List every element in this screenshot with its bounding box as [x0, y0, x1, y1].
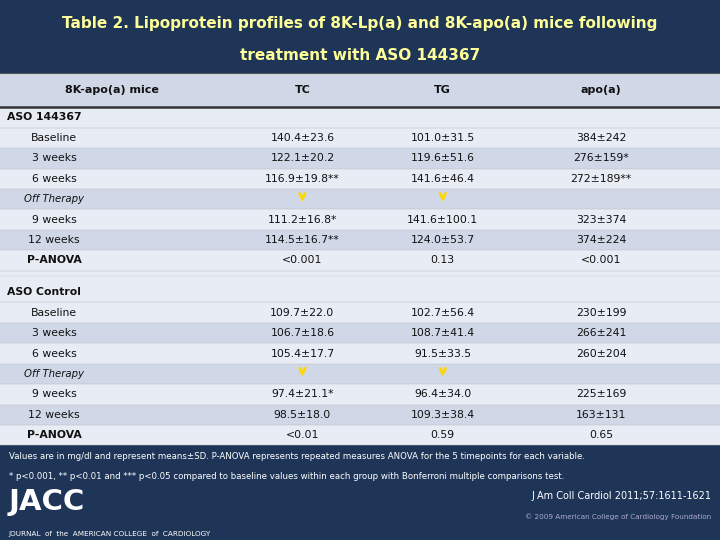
- Text: 140.4±23.6: 140.4±23.6: [270, 133, 335, 143]
- Text: ASO 144367: ASO 144367: [7, 112, 82, 123]
- Bar: [0, 364, 720, 384]
- Text: 12 weeks: 12 weeks: [28, 410, 80, 420]
- Text: 101.0±31.5: 101.0±31.5: [410, 133, 475, 143]
- Text: 260±204: 260±204: [576, 348, 626, 359]
- Bar: [0, 107, 720, 127]
- Text: Values are in mg/dl and represent means±SD. P-ANOVA represents repeated measures: Values are in mg/dl and represent means±…: [9, 452, 585, 461]
- Text: Baseline: Baseline: [31, 133, 77, 143]
- Text: JACC: JACC: [9, 488, 85, 516]
- Text: 9 weeks: 9 weeks: [32, 389, 76, 400]
- Text: Baseline: Baseline: [31, 308, 77, 318]
- Text: 272±189**: 272±189**: [571, 174, 631, 184]
- Text: 276±159*: 276±159*: [573, 153, 629, 163]
- Text: 116.9±19.8**: 116.9±19.8**: [265, 174, 340, 184]
- Text: <0.001: <0.001: [282, 255, 323, 266]
- Text: 8K-apo(a) mice: 8K-apo(a) mice: [65, 85, 158, 95]
- Text: P-ANOVA: P-ANOVA: [27, 255, 81, 266]
- Text: 114.5±16.7**: 114.5±16.7**: [265, 235, 340, 245]
- Text: treatment with ASO 144367: treatment with ASO 144367: [240, 48, 480, 63]
- Bar: [0, 73, 720, 107]
- Text: 98.5±18.0: 98.5±18.0: [274, 410, 331, 420]
- Text: 6 weeks: 6 weeks: [32, 348, 76, 359]
- Bar: [0, 250, 720, 271]
- Text: 141.6±100.1: 141.6±100.1: [408, 214, 478, 225]
- Text: 0.59: 0.59: [431, 430, 455, 440]
- Bar: [0, 282, 720, 302]
- Bar: [0, 323, 720, 343]
- Text: 323±374: 323±374: [576, 214, 626, 225]
- Text: 111.2±16.8*: 111.2±16.8*: [268, 214, 337, 225]
- Bar: [0, 302, 720, 323]
- Text: 141.6±46.4: 141.6±46.4: [411, 174, 474, 184]
- Text: 97.4±21.1*: 97.4±21.1*: [271, 389, 333, 400]
- Text: <0.01: <0.01: [286, 430, 319, 440]
- Text: 0.65: 0.65: [589, 430, 613, 440]
- Text: 3 weeks: 3 weeks: [32, 153, 76, 163]
- Text: TC: TC: [294, 85, 310, 95]
- Text: 384±242: 384±242: [576, 133, 626, 143]
- Bar: [0, 271, 720, 282]
- Text: 6 weeks: 6 weeks: [32, 174, 76, 184]
- Bar: [0, 210, 720, 230]
- Text: TG: TG: [434, 85, 451, 95]
- Text: apo(a): apo(a): [581, 85, 621, 95]
- Text: 225±169: 225±169: [576, 389, 626, 400]
- Text: 102.7±56.4: 102.7±56.4: [410, 308, 475, 318]
- Text: J Am Coll Cardiol 2011;57:1611-1621: J Am Coll Cardiol 2011;57:1611-1621: [531, 491, 711, 501]
- Text: 122.1±20.2: 122.1±20.2: [270, 153, 335, 163]
- Text: 96.4±34.0: 96.4±34.0: [414, 389, 472, 400]
- Text: <0.001: <0.001: [581, 255, 621, 266]
- Text: © 2009 American College of Cardiology Foundation: © 2009 American College of Cardiology Fo…: [525, 514, 711, 520]
- Text: JOURNAL  of  the  AMERICAN COLLEGE  of  CARDIOLOGY: JOURNAL of the AMERICAN COLLEGE of CARDI…: [9, 530, 211, 537]
- Text: 266±241: 266±241: [576, 328, 626, 338]
- Text: 12 weeks: 12 weeks: [28, 235, 80, 245]
- Bar: [0, 425, 720, 446]
- Bar: [0, 189, 720, 210]
- Text: 105.4±17.7: 105.4±17.7: [270, 348, 335, 359]
- Text: 230±199: 230±199: [576, 308, 626, 318]
- Text: 109.3±38.4: 109.3±38.4: [410, 410, 475, 420]
- Text: Table 2. Lipoprotein profiles of 8K-Lp(a) and 8K-apo(a) mice following: Table 2. Lipoprotein profiles of 8K-Lp(a…: [63, 16, 657, 31]
- Text: ASO Control: ASO Control: [7, 287, 81, 297]
- Bar: [0, 127, 720, 148]
- Text: 91.5±33.5: 91.5±33.5: [414, 348, 472, 359]
- Bar: [0, 384, 720, 404]
- Text: P-ANOVA: P-ANOVA: [27, 430, 81, 440]
- Bar: [0, 148, 720, 168]
- Text: * p<0.001, ** p<0.01 and *** p<0.05 compared to baseline values within each grou: * p<0.001, ** p<0.01 and *** p<0.05 comp…: [9, 472, 564, 481]
- Text: 163±131: 163±131: [576, 410, 626, 420]
- Bar: [0, 230, 720, 250]
- Text: 9 weeks: 9 weeks: [32, 214, 76, 225]
- Text: 0.13: 0.13: [431, 255, 455, 266]
- Text: 106.7±18.6: 106.7±18.6: [270, 328, 335, 338]
- Bar: [0, 404, 720, 425]
- Text: 3 weeks: 3 weeks: [32, 328, 76, 338]
- Bar: [0, 168, 720, 189]
- Text: 109.7±22.0: 109.7±22.0: [270, 308, 335, 318]
- Bar: [0, 343, 720, 364]
- Text: Off Therapy: Off Therapy: [24, 194, 84, 204]
- Text: 108.7±41.4: 108.7±41.4: [410, 328, 475, 338]
- Text: 119.6±51.6: 119.6±51.6: [411, 153, 474, 163]
- Text: 124.0±53.7: 124.0±53.7: [410, 235, 475, 245]
- Text: Off Therapy: Off Therapy: [24, 369, 84, 379]
- Text: 374±224: 374±224: [576, 235, 626, 245]
